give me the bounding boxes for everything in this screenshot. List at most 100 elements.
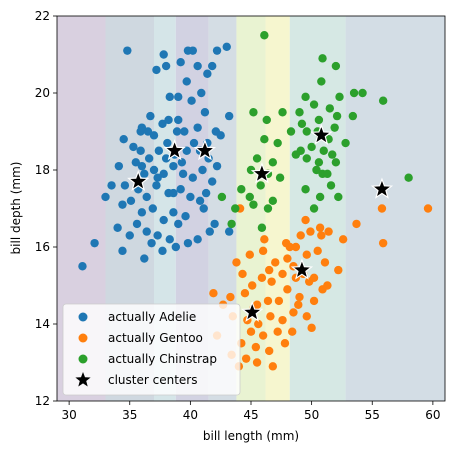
- data-point: [302, 312, 311, 321]
- legend-marker: [78, 312, 88, 322]
- data-point: [169, 208, 178, 217]
- data-point: [195, 196, 205, 205]
- data-point: [314, 115, 324, 125]
- data-point: [164, 115, 173, 125]
- data-point: [307, 323, 316, 333]
- data-point: [309, 100, 319, 109]
- data-point: [251, 342, 261, 352]
- data-point: [193, 61, 202, 71]
- data-point: [216, 131, 225, 140]
- data-point: [183, 238, 193, 248]
- data-point: [325, 104, 335, 113]
- data-point: [140, 169, 149, 179]
- data-point: [335, 92, 344, 102]
- data-point: [165, 92, 174, 102]
- data-point: [187, 96, 196, 105]
- data-point: [152, 181, 161, 190]
- data-point: [198, 165, 207, 175]
- data-point: [278, 108, 287, 117]
- data-point: [330, 123, 339, 132]
- data-point: [378, 96, 388, 105]
- data-point: [152, 65, 161, 75]
- data-point: [147, 238, 156, 248]
- data-point: [142, 227, 151, 236]
- data-point: [302, 127, 311, 136]
- data-point: [101, 192, 110, 202]
- data-point: [341, 138, 350, 148]
- data-point: [249, 108, 258, 117]
- x-tick-label: 60: [425, 408, 440, 422]
- data-point: [423, 204, 433, 213]
- data-point: [203, 69, 212, 78]
- data-point: [224, 227, 234, 236]
- data-point: [212, 161, 222, 171]
- data-point: [241, 354, 251, 363]
- data-point: [331, 158, 341, 167]
- data-point: [118, 200, 127, 209]
- data-point: [217, 192, 227, 202]
- data-point: [252, 154, 262, 163]
- cluster-center-marker: [163, 139, 186, 161]
- data-point: [257, 273, 267, 282]
- data-point: [193, 123, 202, 132]
- data-point: [201, 188, 211, 198]
- legend: actually Adelie actually Gentoo actually C…: [62, 303, 241, 396]
- data-point: [268, 158, 278, 167]
- data-point: [266, 312, 275, 321]
- x-tick-label: 55: [365, 408, 380, 422]
- data-point: [143, 127, 153, 136]
- data-point: [302, 154, 311, 163]
- data-point: [208, 177, 217, 186]
- data-point: [182, 146, 191, 155]
- data-point: [177, 158, 187, 167]
- data-point: [249, 200, 258, 209]
- data-point: [264, 265, 274, 275]
- data-point: [212, 46, 222, 55]
- data-point: [297, 119, 307, 128]
- data-point: [176, 58, 185, 67]
- x-axis-label: bill length (mm): [203, 429, 299, 443]
- data-point: [144, 154, 154, 163]
- data-point: [404, 173, 413, 182]
- data-point: [176, 185, 185, 194]
- data-points: [78, 31, 433, 371]
- x-tick-label: 30: [61, 408, 76, 422]
- data-point: [189, 138, 199, 148]
- data-point: [178, 169, 188, 179]
- cluster-center-marker: [241, 300, 264, 322]
- data-point: [328, 150, 337, 159]
- data-point: [324, 227, 333, 236]
- data-point: [296, 231, 305, 240]
- data-point: [323, 281, 332, 290]
- legend-label: actually Gentoo: [108, 331, 203, 345]
- data-point: [140, 254, 149, 263]
- data-point: [227, 219, 236, 229]
- data-point: [205, 227, 214, 236]
- data-point: [169, 161, 178, 171]
- y-tick-label: 18: [35, 163, 50, 177]
- data-point: [136, 146, 145, 155]
- data-point: [349, 88, 359, 98]
- data-point: [148, 204, 157, 213]
- data-point: [260, 31, 269, 40]
- data-point: [257, 223, 267, 232]
- cluster-center-marker: [193, 139, 217, 161]
- data-point: [142, 192, 151, 202]
- data-point: [314, 158, 324, 167]
- data-point: [131, 158, 141, 167]
- data-point: [273, 138, 282, 148]
- data-point: [268, 362, 278, 371]
- data-point: [246, 165, 256, 175]
- data-point: [240, 289, 250, 298]
- data-point: [312, 165, 321, 175]
- data-point: [252, 358, 262, 367]
- cluster-center-marker: [310, 123, 333, 145]
- data-point: [78, 262, 87, 271]
- data-point: [291, 150, 301, 159]
- data-point: [107, 181, 116, 190]
- cluster-center-marker: [127, 169, 150, 192]
- data-point: [210, 219, 219, 229]
- data-point: [280, 339, 290, 348]
- data-point: [258, 246, 268, 256]
- data-point: [174, 115, 183, 125]
